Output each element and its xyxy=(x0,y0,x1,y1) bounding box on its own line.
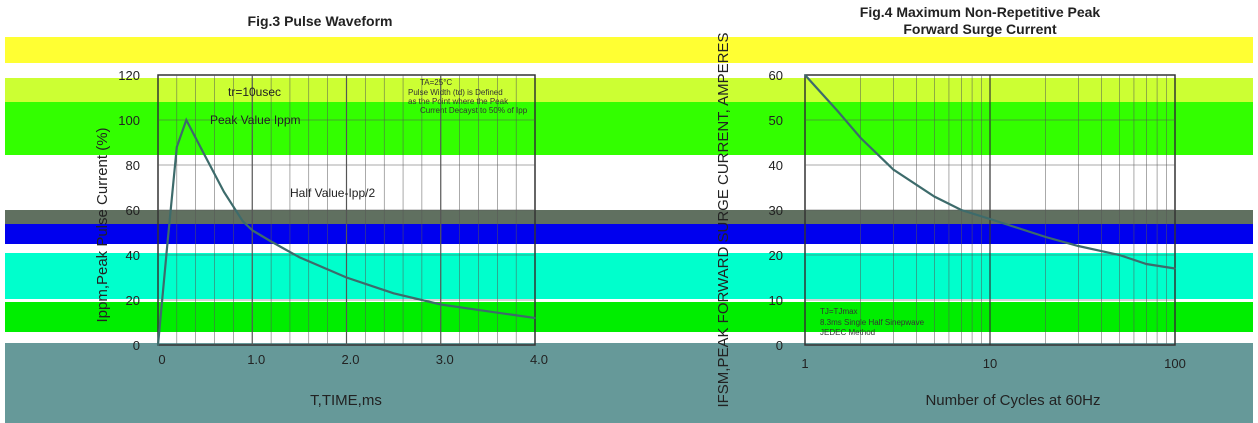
fig3-data-point xyxy=(487,310,489,313)
fig3-half-annotation: Half Value-Ipp/2 xyxy=(290,186,375,200)
fig3-data-point xyxy=(204,155,206,157)
fig4-tj-annotation: TJ=TJmax xyxy=(820,307,858,316)
fig3-data-point xyxy=(176,146,178,148)
fig3-y-tick-label: 40 xyxy=(126,248,140,263)
fig4-title-line2: Forward Surge Current xyxy=(903,21,1057,37)
fig4-x-tick-label: 100 xyxy=(1164,356,1186,371)
band-gray xyxy=(5,210,1253,224)
fig4-data-point xyxy=(836,110,839,112)
band-green xyxy=(5,102,1253,155)
fig4-data-point xyxy=(933,195,936,198)
fig3-data-point xyxy=(298,256,301,259)
fig4-y-tick-label: 30 xyxy=(769,203,783,218)
fig3-x-tick-label: 4.0 xyxy=(530,352,548,367)
fig3-ta-annotation: TA=25°C xyxy=(420,78,452,87)
fig4-title-line1: Fig.4 Maximum Non-Repetitive Peak xyxy=(860,4,1101,20)
fig4-data-point xyxy=(804,74,806,76)
fig3-data-point xyxy=(251,229,254,232)
fig3-y-tick-label: 100 xyxy=(118,113,140,128)
fig4-y-tick-label: 40 xyxy=(769,158,783,173)
fig3-data-point xyxy=(534,317,536,319)
fig3-tr-annotation: tr=10usec xyxy=(228,85,281,99)
fig3-x-tick-label: 2.0 xyxy=(341,352,359,367)
fig3-data-point xyxy=(345,276,348,279)
fig3-data-point xyxy=(157,344,159,346)
fig4-data-point xyxy=(1044,236,1047,238)
band-lime xyxy=(5,78,1253,102)
fig3-note1: Pulse Width (td) is Defined xyxy=(408,88,503,97)
fig3-peak-annotation: Peak Value Ippm xyxy=(210,113,301,127)
fig3-data-point xyxy=(223,191,225,193)
band-teal xyxy=(5,253,1253,299)
fig3-data-point xyxy=(166,242,169,245)
plot-fig3: 0 20 40 60 80 100 120 0 1.0 2.0 3.0 4.0 xyxy=(118,68,548,367)
fig3-y-tick-label: 80 xyxy=(126,158,140,173)
fig4-x-tick-label: 1 xyxy=(801,356,808,371)
fig4-x-axis-label: Number of Cycles at 60Hz xyxy=(925,392,1100,409)
fig4-data-point xyxy=(1145,263,1148,265)
fig3-data-point xyxy=(185,119,188,121)
fig4-data-point xyxy=(989,218,991,220)
fig4-y-tick-label: 50 xyxy=(769,113,783,128)
fig4-note1: 8.3ms Single Half Sinepwave xyxy=(820,318,925,327)
fig3-note3: Current Decayst to 50% of Ipp xyxy=(420,106,528,115)
fig3-y-tick-label: 120 xyxy=(118,68,140,83)
fig3-x-tick-label: 3.0 xyxy=(436,352,454,367)
fig3-note2: as the Point where the Peak xyxy=(408,97,509,106)
fig3-x-tick-label: 1.0 xyxy=(247,352,265,367)
fig4-y-tick-label: 0 xyxy=(776,338,783,353)
fig4-note2: JEDEC Method xyxy=(820,328,875,337)
fig4-data-point xyxy=(1077,245,1080,247)
fig3-y-tick-label: 60 xyxy=(126,203,140,218)
fig3-data-point xyxy=(270,240,272,243)
fig3-x-tick-label: 0 xyxy=(158,352,165,367)
fig4-data-point xyxy=(859,137,862,139)
plot-fig4: 0 10 20 30 40 50 60 1 10 100 xyxy=(769,68,1186,371)
fig3-data-point xyxy=(242,220,244,223)
fig3-y-tick-label: 0 xyxy=(133,338,140,353)
fig4-data-point xyxy=(892,168,895,171)
fig3-data-point xyxy=(439,303,442,306)
fig4-data-point xyxy=(960,209,963,211)
fig4-y-tick-label: 20 xyxy=(769,248,783,263)
fig4-x-tick-label: 10 xyxy=(983,356,997,371)
fig3-x-axis-label: T,TIME,ms xyxy=(310,392,382,409)
fig3-data-point xyxy=(392,292,395,295)
band-blue xyxy=(5,224,1253,244)
fig4-data-point xyxy=(1174,267,1176,270)
fig3-y-tick-label: 20 xyxy=(126,293,140,308)
fig3-y-axis-label: Ippm,Peak Pulse Current (%) xyxy=(94,127,111,322)
fig4-y-axis-label: IFSM,PEAK FORWARD SURGE CURRENT, AMPERES xyxy=(715,32,732,407)
fig4-y-tick-label: 60 xyxy=(769,68,783,83)
band-green2 xyxy=(5,302,1253,332)
fig3-title: Fig.3 Pulse Waveform xyxy=(248,13,393,29)
band-slate xyxy=(5,343,1253,423)
fig4-series-line xyxy=(804,74,1176,270)
band-yellow xyxy=(5,37,1253,63)
fig4-data-point xyxy=(1118,254,1121,256)
fig4-y-tick-label: 10 xyxy=(769,293,783,308)
